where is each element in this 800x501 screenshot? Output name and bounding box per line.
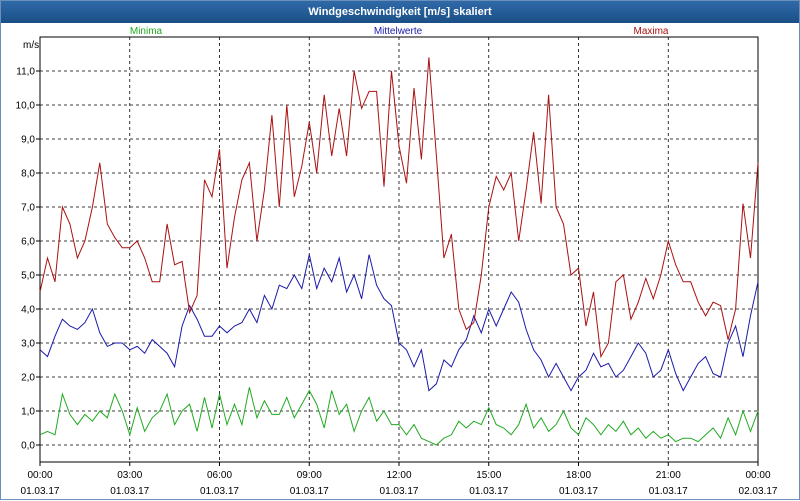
x-tick-date-label: 01.03.17	[559, 486, 598, 497]
chart-title: Windgeschwindigkeit [m/s] skaliert	[1, 1, 799, 23]
y-tick-label: 8,0	[21, 169, 35, 180]
x-tick-time-label: 15:00	[476, 470, 501, 481]
series-line-minima	[39, 387, 759, 446]
series-line-mittelwerte	[39, 254, 759, 392]
y-tick-label: 2,0	[21, 373, 35, 384]
y-tick-label: 10,0	[16, 101, 36, 112]
y-tick-label: 0,0	[21, 441, 35, 452]
y-tick-label: 3,0	[21, 339, 35, 350]
legend-mittelwerte: Mittelwerte	[374, 26, 423, 37]
y-tick-label: 1,0	[21, 407, 35, 418]
y-axis-label: m/s	[23, 40, 39, 51]
x-tick-date-label: 01.03.17	[469, 486, 508, 497]
x-tick-date-label: 01.03.17	[290, 486, 329, 497]
y-tick-label: 6,0	[21, 237, 35, 248]
x-tick-date-label: 01.03.17	[649, 486, 688, 497]
x-tick-time-label: 21:00	[656, 470, 681, 481]
y-tick-label: 7,0	[21, 203, 35, 214]
x-tick-time-label: 18:00	[566, 470, 591, 481]
y-tick-label: 11,0	[16, 67, 35, 78]
x-tick-date-label: 02.03.17	[739, 486, 778, 497]
x-tick-time-label: 06:00	[207, 470, 232, 481]
x-tick-time-label: 03:00	[117, 470, 142, 481]
x-tick-time-label: 12:00	[386, 470, 411, 481]
x-tick-time-label: 00:00	[27, 470, 52, 481]
x-tick-date-label: 01.03.17	[380, 486, 419, 497]
y-tick-label: 4,0	[21, 305, 35, 316]
y-tick-label: 9,0	[21, 135, 35, 146]
y-tick-label: 5,0	[21, 271, 35, 282]
x-tick-date-label: 01.03.17	[21, 486, 60, 497]
legend-maxima: Maxima	[633, 26, 668, 37]
x-tick-time-label: 00:00	[745, 470, 770, 481]
x-tick-date-label: 01.03.17	[200, 486, 239, 497]
x-tick-date-label: 01.03.17	[110, 486, 149, 497]
series-line-maxima	[39, 57, 759, 359]
legend-minima: Minima	[130, 26, 163, 37]
x-tick-time-label: 09:00	[297, 470, 322, 481]
